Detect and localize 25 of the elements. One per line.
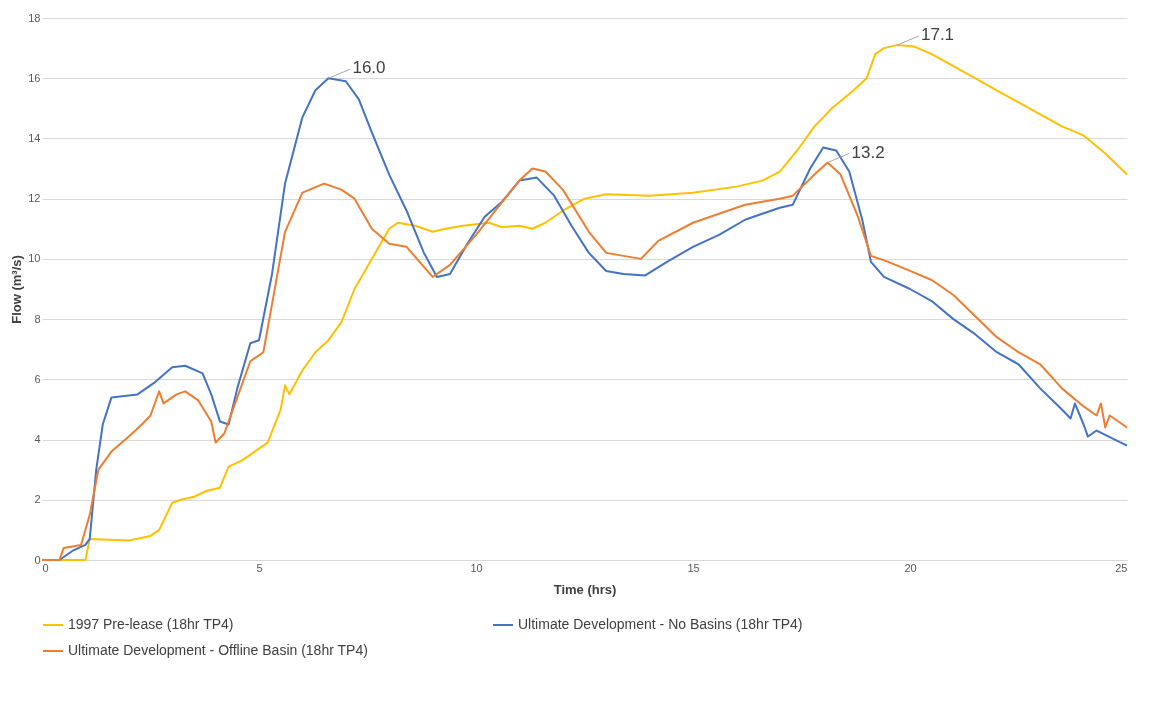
- annotation: 16.0: [352, 58, 386, 78]
- y-tick-label: 8: [34, 312, 41, 325]
- x-tick-label: 10: [470, 561, 483, 574]
- y-tick-label: 2: [34, 493, 41, 506]
- x-tick-label: 0: [42, 561, 49, 574]
- y-tick-label: 12: [28, 192, 41, 205]
- y-tick-label: 4: [34, 433, 41, 446]
- x-tick-label: 15: [687, 561, 700, 574]
- line-series: [41, 161, 1128, 561]
- legend-label: Ultimate Development - No Basins (18hr TP4): [518, 616, 803, 632]
- annotation: 17.1: [920, 25, 955, 45]
- y-tick-label: 10: [28, 252, 41, 265]
- x-tick-label: 20: [904, 561, 917, 574]
- x-tick-label: 5: [256, 561, 263, 574]
- y-tick-label: 14: [28, 131, 41, 144]
- annotation: 13.2: [851, 142, 885, 162]
- y-tick-label: 18: [28, 11, 41, 24]
- legend-label: Ultimate Development - Offline Basin (18hr TP4): [68, 642, 368, 658]
- y-tick-label: 0: [34, 553, 41, 566]
- legend-label: 1997 Pre-lease (18hr TP4): [68, 616, 234, 632]
- y-axis-title: Flow (m³/s): [9, 255, 25, 324]
- y-tick-label: 16: [28, 71, 41, 84]
- x-axis-title: Time (hrs): [553, 581, 617, 597]
- x-tick-label: 25: [1115, 561, 1128, 574]
- y-tick-label: 6: [34, 372, 41, 385]
